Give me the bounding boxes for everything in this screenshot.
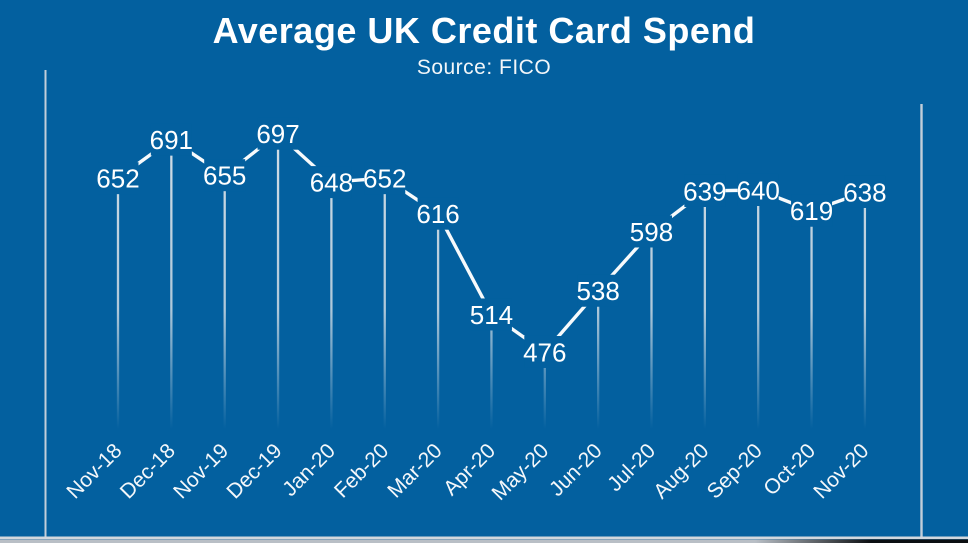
value-label: 514 — [470, 300, 513, 330]
value-label: 655 — [203, 161, 246, 191]
label-backing — [577, 274, 619, 307]
value-label: 648 — [310, 168, 353, 198]
label-backing — [97, 162, 139, 195]
label-backing — [204, 159, 246, 192]
chart-subtitle: Source: FICO — [416, 56, 552, 79]
value-label: 619 — [790, 196, 833, 226]
value-label: 538 — [576, 276, 619, 306]
label-backing — [631, 215, 672, 248]
value-label: 639 — [683, 176, 726, 206]
label-backing — [470, 298, 512, 331]
label-backing — [791, 194, 833, 227]
label-backing — [150, 123, 192, 156]
label-backing — [417, 197, 459, 230]
value-label: 598 — [630, 217, 673, 247]
label-backing — [844, 175, 886, 208]
value-label: 640 — [737, 175, 780, 205]
value-label: 691 — [150, 125, 193, 155]
label-backing — [310, 166, 352, 199]
label-backing — [364, 162, 406, 195]
label-backing — [257, 117, 299, 150]
value-label: 476 — [523, 337, 566, 367]
line-segment — [436, 212, 493, 316]
value-label: 697 — [256, 119, 299, 149]
chart-title: Average UK Credit Card Spend — [212, 10, 756, 51]
value-label: 638 — [843, 177, 886, 207]
label-backing — [737, 173, 779, 206]
label-backing — [524, 335, 566, 368]
label-backing — [684, 174, 726, 207]
bottom-edge-strip — [0, 539, 968, 543]
value-label: 652 — [96, 164, 139, 194]
value-label: 652 — [363, 164, 406, 194]
value-label: 616 — [416, 199, 459, 229]
